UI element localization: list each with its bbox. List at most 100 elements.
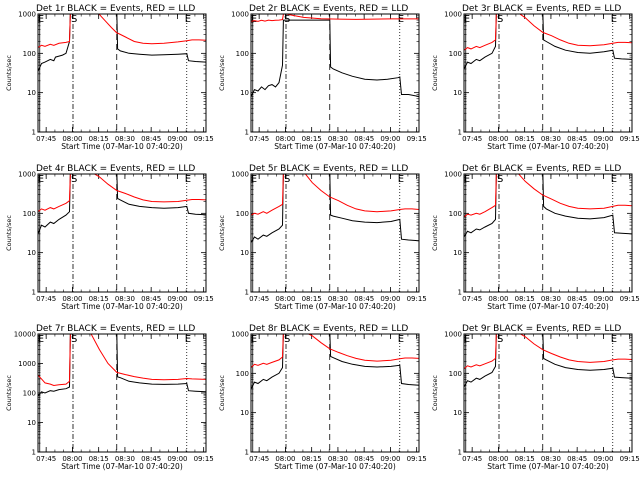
x-tick-label: 07:45	[462, 135, 482, 143]
y-tick-label: 100	[23, 390, 36, 398]
y-axis-label: Counts/sec	[431, 215, 439, 251]
x-tick-label: 08:00	[488, 135, 508, 143]
x-tick-label: 07:45	[36, 295, 56, 303]
panel-title: Det 1r BLACK = Events, RED = LLD	[36, 4, 195, 14]
y-axis-label: Counts/sec	[5, 215, 13, 251]
y-tick-label: 100	[236, 370, 249, 378]
panel-title: Det 4r BLACK = Events, RED = LLD	[36, 164, 195, 174]
y-axis-label: Counts/sec	[5, 375, 13, 411]
x-axis-label: Start Time (07-Mar-10 07:40:20)	[274, 142, 396, 151]
plot-frame	[250, 333, 420, 453]
event-marker-label: S	[284, 14, 290, 25]
plot-frame	[37, 173, 207, 293]
plot-data	[464, 174, 632, 238]
plot-data	[38, 334, 206, 397]
x-tick-label: 08:15	[89, 135, 109, 143]
x-axis-label: Start Time (07-Mar-10 07:40:20)	[274, 302, 396, 311]
y-tick-label: 1000	[231, 11, 249, 19]
events-series-line	[38, 334, 206, 397]
y-tick-label: 1	[458, 449, 462, 457]
y-axis-label: Counts/sec	[218, 375, 226, 411]
lld-series-line	[464, 334, 632, 370]
x-tick-label: 09:00	[167, 455, 187, 463]
event-marker-label: S	[497, 334, 503, 345]
event-marker-label: E	[464, 174, 470, 185]
y-tick-label: 10	[240, 409, 249, 417]
event-marker-label: E	[38, 334, 44, 345]
x-tick-label: 09:15	[620, 295, 640, 303]
event-marker-label: E	[398, 14, 404, 25]
x-tick-label: 08:00	[62, 135, 82, 143]
x-tick-label: 09:00	[380, 295, 400, 303]
panel-det-5r: Det 5r BLACK = Events, RED = LLD Counts/s…	[218, 164, 427, 311]
x-tick-label: 08:45	[354, 455, 374, 463]
x-tick-label: 07:45	[249, 295, 269, 303]
plot-data	[251, 14, 419, 97]
event-marker-label: E	[251, 334, 257, 345]
panel-title: Det 3r BLACK = Events, RED = LLD	[462, 4, 621, 14]
y-tick-label: 1000	[444, 331, 462, 339]
events-series-line	[251, 174, 419, 243]
x-tick-label: 08:15	[302, 295, 322, 303]
x-tick-label: 09:15	[620, 135, 640, 143]
x-tick-label: 07:45	[462, 295, 482, 303]
x-tick-label: 08:45	[141, 135, 161, 143]
x-tick-label: 08:00	[62, 455, 82, 463]
plot-data	[38, 14, 206, 72]
x-tick-label: 07:45	[36, 455, 56, 463]
y-tick-label: 10	[240, 249, 249, 257]
plot-data	[464, 14, 632, 70]
y-tick-label: 1000	[18, 171, 36, 179]
y-tick-label: 1000	[231, 331, 249, 339]
y-tick-label: 1	[32, 129, 36, 137]
y-tick-label: 1	[32, 289, 36, 297]
y-tick-label: 10	[27, 419, 36, 427]
panel-det-9r: Det 9r BLACK = Events, RED = LLD Counts/s…	[431, 324, 640, 471]
y-tick-label: 1000	[18, 360, 36, 368]
events-series-line	[464, 334, 632, 388]
panel-det-6r: Det 6r BLACK = Events, RED = LLD Counts/s…	[431, 164, 640, 311]
event-marker-label: E	[251, 14, 257, 25]
plot-data	[251, 334, 419, 390]
y-tick-label: 1	[245, 449, 249, 457]
events-series-line	[251, 19, 419, 97]
x-axis-label: Start Time (07-Mar-10 07:40:20)	[274, 462, 396, 471]
x-tick-label: 09:00	[593, 455, 613, 463]
y-tick-label: 10000	[14, 331, 36, 339]
y-tick-label: 1	[245, 289, 249, 297]
y-axis-label: Counts/sec	[431, 55, 439, 91]
x-tick-label: 08:45	[354, 295, 374, 303]
x-tick-label: 08:45	[141, 295, 161, 303]
x-axis-label: Start Time (07-Mar-10 07:40:20)	[61, 142, 183, 151]
x-tick-label: 09:15	[194, 295, 214, 303]
x-tick-label: 09:15	[407, 135, 427, 143]
y-tick-label: 100	[23, 50, 36, 58]
panel-det-3r: Det 3r BLACK = Events, RED = LLD Counts/s…	[431, 4, 640, 151]
x-axis-label: Start Time (07-Mar-10 07:40:20)	[61, 462, 183, 471]
plot-data	[38, 174, 206, 235]
y-axis-label: Counts/sec	[431, 375, 439, 411]
y-tick-label: 1	[458, 289, 462, 297]
event-marker-label: E	[185, 14, 191, 25]
x-tick-label: 08:15	[89, 295, 109, 303]
event-marker-label: E	[464, 14, 470, 25]
y-tick-label: 1	[32, 449, 36, 457]
plot-frame	[463, 333, 633, 453]
x-tick-label: 08:30	[328, 295, 348, 303]
x-tick-label: 09:15	[620, 455, 640, 463]
event-marker-label: E	[185, 334, 191, 345]
events-series-line	[464, 14, 632, 70]
plot-frame	[463, 173, 633, 293]
x-tick-label: 08:30	[115, 135, 135, 143]
event-marker-label: S	[71, 14, 77, 25]
plot-frame	[37, 333, 207, 453]
x-tick-label: 08:15	[515, 295, 535, 303]
x-tick-label: 08:00	[62, 295, 82, 303]
x-tick-label: 08:45	[567, 135, 587, 143]
lld-series-line	[464, 14, 632, 51]
panel-title: Det 2r BLACK = Events, RED = LLD	[249, 4, 408, 14]
y-tick-label: 10	[453, 89, 462, 97]
x-tick-label: 09:15	[407, 455, 427, 463]
y-tick-label: 10	[453, 249, 462, 257]
panel-title: Det 8r BLACK = Events, RED = LLD	[249, 324, 408, 334]
